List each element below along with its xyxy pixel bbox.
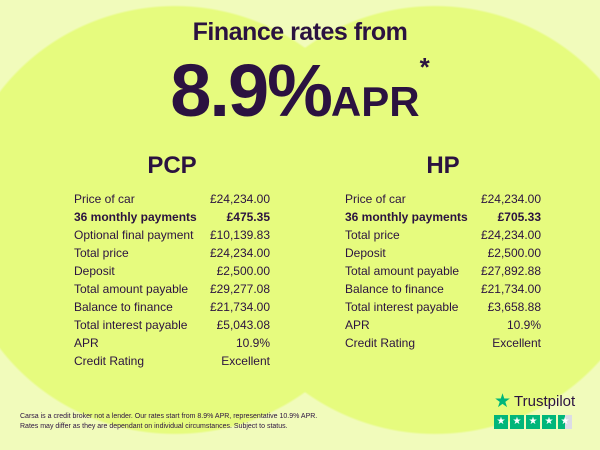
row-label: Total amount payable <box>345 264 460 278</box>
rate-unit: APR <box>330 78 420 125</box>
trustpilot-name: Trustpilot <box>514 393 576 410</box>
pcp-row: Optional final payment £10,139.83 <box>74 226 270 244</box>
row-value: £21,734.00 <box>209 300 270 314</box>
row-label: Total price <box>345 228 400 242</box>
star-icon: ★ <box>510 415 524 429</box>
row-value: £21,734.00 <box>480 282 541 296</box>
pcp-row: Total interest payable £5,043.08 <box>74 316 270 334</box>
row-value: £2,500.00 <box>216 264 270 278</box>
rate-display: 8.9%APR* <box>0 48 600 133</box>
row-value: 10.9% <box>235 336 270 350</box>
disclaimer-line-1: Carsa is a credit broker not a lender. O… <box>20 413 318 420</box>
row-label: 36 monthly payments <box>345 210 468 224</box>
row-value: £24,234.00 <box>480 228 541 242</box>
pcp-row: APR 10.9% <box>74 334 270 352</box>
row-label: Deposit <box>345 246 386 260</box>
star-icon: ★ <box>494 415 508 429</box>
half-star-icon: ★ <box>558 415 572 429</box>
hp-row: Balance to finance £21,734.00 <box>345 280 541 298</box>
pcp-row: Deposit £2,500.00 <box>74 262 270 280</box>
row-label: Balance to finance <box>345 282 444 296</box>
trustpilot-badge: ★ Trustpilot ★ ★ ★ ★ ★ <box>494 390 575 429</box>
row-value: 10.9% <box>506 318 541 332</box>
hp-row: Credit Rating Excellent <box>345 334 541 352</box>
row-label: Balance to finance <box>74 300 173 314</box>
rate-value: 8.9% <box>170 49 333 132</box>
pcp-row: Balance to finance £21,734.00 <box>74 298 270 316</box>
disclaimer-line-2: Rates may differ as they are dependant o… <box>20 423 288 430</box>
row-label: Total interest payable <box>74 318 188 332</box>
hp-row: Total interest payable £3,658.88 <box>345 298 541 316</box>
hp-row: 36 monthly payments £705.33 <box>345 208 541 226</box>
row-value: £475.35 <box>226 210 270 224</box>
row-value: £24,234.00 <box>209 246 270 260</box>
row-value: £27,892.88 <box>480 264 541 278</box>
row-value: £3,658.88 <box>487 300 541 314</box>
row-label: Deposit <box>74 264 115 278</box>
disclaimer: Carsa is a credit broker not a lender. O… <box>20 412 317 432</box>
row-value: £705.33 <box>497 210 541 224</box>
row-value: Excellent <box>221 354 270 368</box>
hp-row: Total price £24,234.00 <box>345 226 541 244</box>
pcp-row: 36 monthly payments £475.35 <box>74 208 270 226</box>
row-label: Credit Rating <box>345 336 416 350</box>
pcp-row: Price of car £24,234.00 <box>74 190 270 208</box>
row-value: £24,234.00 <box>209 192 270 206</box>
row-label: APR <box>345 318 370 332</box>
row-label: Total interest payable <box>345 300 459 314</box>
trustpilot-star-icon: ★ <box>494 391 512 412</box>
row-value: £24,234.00 <box>480 192 541 206</box>
row-label: APR <box>74 336 99 350</box>
star-icon: ★ <box>526 415 540 429</box>
pcp-row: Total price £24,234.00 <box>74 244 270 262</box>
row-label: Price of car <box>74 192 135 206</box>
hp-row: Deposit £2,500.00 <box>345 244 541 262</box>
row-label: Credit Rating <box>74 354 145 368</box>
row-label: 36 monthly payments <box>74 210 197 224</box>
pcp-row: Credit Rating Excellent <box>74 352 270 370</box>
row-label: Total amount payable <box>74 282 189 296</box>
row-value: £10,139.83 <box>209 228 270 242</box>
star-icon: ★ <box>542 415 556 429</box>
hp-row: Total amount payable £27,892.88 <box>345 262 541 280</box>
row-label: Price of car <box>345 192 406 206</box>
headline: Finance rates from <box>192 18 408 46</box>
row-label: Total price <box>74 246 129 260</box>
row-value: £29,277.08 <box>209 282 270 296</box>
hp-title: HP <box>426 152 460 179</box>
hp-row: APR 10.9% <box>345 316 541 334</box>
rate-asterisk: * <box>419 52 430 82</box>
row-value: £5,043.08 <box>216 318 270 332</box>
hp-row: Price of car £24,234.00 <box>345 190 541 208</box>
row-value: £2,500.00 <box>487 246 541 260</box>
row-label: Optional final payment <box>74 228 194 242</box>
trustpilot-rating: ★ ★ ★ ★ ★ <box>494 415 575 429</box>
pcp-table: PCP Price of car £24,234.00 36 monthly pay… <box>74 152 270 370</box>
pcp-title: PCP <box>147 152 197 179</box>
row-value: Excellent <box>492 336 541 350</box>
hp-table: HP Price of car £24,234.00 36 monthly paym… <box>345 152 541 352</box>
pcp-row: Total amount payable £29,277.08 <box>74 280 270 298</box>
